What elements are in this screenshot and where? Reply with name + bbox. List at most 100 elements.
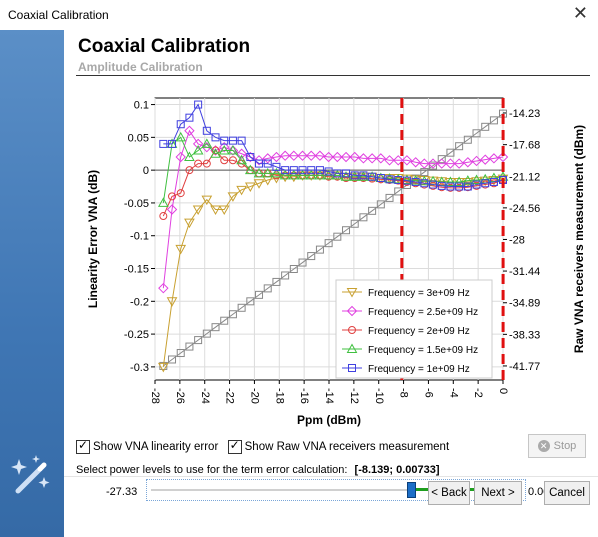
x-tick-label: -4	[447, 388, 459, 398]
chart-legend	[335, 279, 493, 379]
stop-button[interactable]: ✕ Stop	[528, 434, 586, 458]
data-point	[271, 167, 282, 178]
data-point	[220, 136, 229, 145]
data-point	[349, 171, 361, 181]
data-point	[263, 159, 272, 168]
checkbox-box[interactable]	[227, 438, 242, 454]
raw-measurement-point	[324, 239, 333, 248]
raw-measurement-point	[394, 187, 403, 196]
back-button[interactable]: < Back	[428, 481, 470, 505]
data-point	[246, 153, 255, 162]
raw-measurement-point	[472, 129, 481, 138]
data-point	[289, 166, 298, 175]
legend-label: Frequency = 2.5e+09 Hz	[368, 307, 478, 318]
checkbox-box[interactable]	[76, 438, 90, 454]
data-point	[176, 189, 185, 198]
next-button[interactable]: Next >	[474, 481, 522, 505]
data-point	[359, 171, 368, 180]
data-point	[192, 138, 204, 150]
data-point	[402, 176, 411, 185]
show-linearity-checkbox[interactable]: Show VNA linearity error	[76, 438, 218, 454]
data-point	[346, 305, 358, 317]
data-point	[331, 169, 343, 180]
power-range-text: [-8.139; 0.00733]	[354, 464, 440, 476]
raw-measurement-point	[168, 355, 177, 364]
data-point	[479, 176, 491, 187]
y-tick-label-right: -21.12	[509, 171, 540, 183]
data-point	[244, 182, 256, 193]
data-point	[427, 158, 439, 169]
raw-measurement-point	[455, 142, 464, 151]
data-point	[210, 205, 221, 216]
x-tick-label: -12	[348, 388, 360, 404]
data-point	[228, 156, 237, 165]
show-raw-checkbox[interactable]: Show Raw VNA receivers measurement	[227, 438, 449, 454]
raw-measurement-point	[185, 342, 194, 351]
data-point	[480, 154, 491, 165]
data-point	[348, 364, 356, 372]
raw-measurement-point	[246, 297, 255, 306]
data-point	[315, 166, 324, 175]
raw-measurement-point	[368, 206, 377, 215]
data-point	[168, 139, 177, 148]
close-icon[interactable]: ✕	[572, 3, 588, 23]
data-point	[253, 155, 265, 166]
y-tick-label-left: -0.05	[124, 198, 149, 210]
linearity-chart: -28 -26 -24 -22 -20 -18 -16 -14 -12 -10 -8 -6 -4 -2 00…	[86, 97, 586, 427]
data-point	[262, 153, 273, 164]
y-tick-label-left: 0.05	[128, 132, 149, 144]
data-point	[272, 162, 281, 171]
data-point	[184, 218, 195, 229]
y-tick-label-left: -0.1	[130, 231, 149, 243]
raw-measurement-point	[446, 148, 455, 157]
data-point	[202, 126, 211, 135]
data-point	[236, 154, 247, 165]
footer-divider	[64, 476, 598, 477]
data-point	[166, 297, 178, 307]
data-point	[410, 157, 421, 168]
data-point	[463, 182, 472, 191]
data-point	[446, 182, 455, 191]
data-point	[210, 148, 221, 158]
x-tick-label: -22	[224, 388, 236, 404]
data-point	[297, 150, 308, 161]
data-point	[472, 180, 481, 189]
window-title: Coaxial Calibration	[8, 8, 109, 22]
data-point	[314, 169, 326, 180]
data-point	[157, 362, 169, 373]
data-point	[288, 150, 300, 161]
data-point	[305, 169, 317, 180]
data-point	[236, 148, 247, 159]
data-point	[462, 175, 474, 185]
slider-thumb-low[interactable]	[406, 482, 416, 498]
data-point	[375, 153, 387, 164]
raw-measurement-point	[437, 155, 446, 164]
x-tick-label: -8	[398, 388, 410, 398]
x-tick-label: -6	[423, 388, 435, 398]
cancel-button[interactable]: Cancel	[544, 481, 590, 505]
x-tick-label: -24	[199, 388, 211, 404]
raw-measurement-point	[281, 271, 290, 280]
data-point	[255, 159, 264, 168]
data-point	[418, 175, 430, 186]
y-tick-label-left: 0	[143, 165, 149, 177]
data-point	[420, 179, 429, 188]
data-point	[288, 169, 300, 180]
magic-wand-icon	[11, 455, 50, 494]
data-point	[497, 151, 509, 163]
data-point	[436, 158, 447, 169]
data-point	[175, 131, 187, 142]
x-tick-label: -16	[298, 388, 310, 404]
stop-label: Stop	[553, 440, 577, 452]
data-point	[366, 153, 378, 164]
data-point	[184, 125, 195, 136]
data-point	[306, 150, 317, 161]
data-point	[184, 151, 195, 162]
data-point	[176, 120, 185, 129]
raw-measurement-point	[176, 349, 185, 358]
wizard-content: Coaxial Calibration Amplitude Calibratio…	[64, 30, 598, 537]
x-tick-label: -28	[149, 388, 161, 404]
data-point	[298, 166, 307, 175]
data-point	[488, 153, 500, 164]
data-point	[346, 343, 358, 353]
